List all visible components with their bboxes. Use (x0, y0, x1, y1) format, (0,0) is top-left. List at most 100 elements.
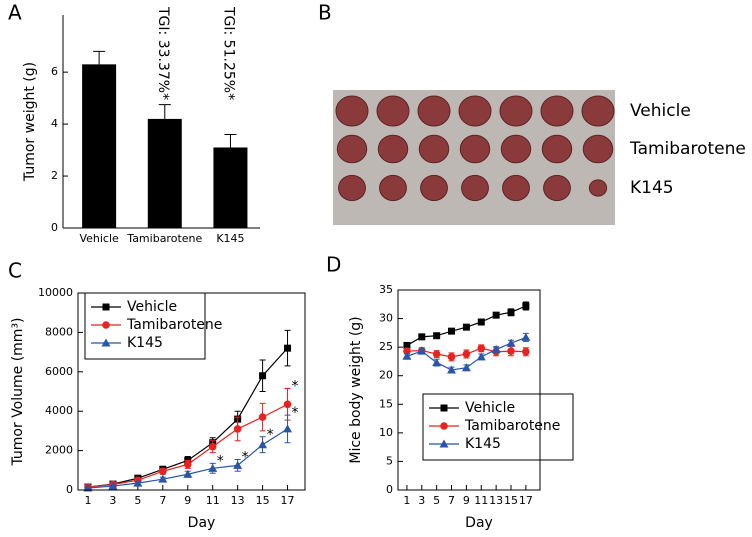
marker (492, 311, 500, 319)
tumor (582, 134, 614, 164)
panel-label: B (318, 1, 332, 25)
photo-label: K145 (630, 178, 674, 198)
legend-box (422, 393, 574, 461)
tumor (417, 95, 451, 127)
x-tick-label: 5 (433, 494, 440, 507)
y-axis-label: Tumor weight (g) (22, 62, 38, 182)
x-tick-label: 7 (448, 494, 455, 507)
x-tick-label: 13 (231, 494, 245, 507)
marker (108, 481, 118, 490)
x-tick-label: 1 (84, 494, 91, 507)
marker (133, 478, 143, 487)
error-bar (93, 50, 106, 65)
y-tick-label: 4 (51, 117, 58, 130)
marker (233, 425, 242, 433)
marker (158, 474, 168, 483)
x-tick-label: 1 (403, 494, 410, 507)
x-tick-label: 3 (418, 494, 425, 507)
legend-label: Tamibarotene (126, 317, 222, 333)
error-bar (224, 133, 237, 148)
panel-label: D (326, 253, 341, 277)
plot-frame (397, 289, 541, 491)
marker (447, 365, 457, 374)
marker (491, 344, 501, 353)
marker (506, 338, 516, 347)
marker (403, 341, 411, 349)
significance-mark: * (267, 427, 274, 443)
tumor (418, 134, 450, 164)
y-tick-label: 4000 (45, 404, 73, 417)
x-tick-label: 5 (134, 494, 141, 507)
marker (433, 332, 441, 340)
tumor (377, 134, 409, 164)
x-tick-label: 9 (463, 494, 470, 507)
marker (102, 321, 110, 329)
y-tick-label: 5 (386, 454, 393, 467)
y-tick-label: 6 (51, 65, 58, 78)
error-bar (158, 104, 171, 119)
x-tick-label: 17 (281, 494, 295, 507)
y-tick-label: 30 (379, 312, 393, 325)
marker (432, 350, 441, 358)
significance-mark: * (292, 405, 299, 421)
significance-mark: * (292, 379, 299, 395)
x-tick-label: 3 (109, 494, 116, 507)
annotation: TGI: 51.25%* (220, 6, 236, 100)
marker (418, 333, 426, 341)
marker (522, 302, 530, 310)
bar (147, 118, 182, 228)
marker (159, 467, 167, 476)
x-tick-label: 7 (159, 494, 166, 507)
y-axis-label: Tumor Volume (mm³) (10, 317, 26, 466)
marker (208, 463, 218, 472)
bar (82, 64, 117, 228)
marker (233, 460, 243, 469)
tumor (500, 134, 532, 164)
x-tick-label: 17 (519, 494, 533, 507)
marker (208, 442, 217, 451)
x-tick-label: 13 (489, 494, 503, 507)
marker (402, 351, 412, 360)
marker (101, 338, 111, 347)
y-tick-label: 10000 (38, 286, 73, 299)
tumor (338, 174, 366, 202)
tumor (540, 95, 574, 127)
y-axis-label: Mice body weight (g) (348, 316, 364, 463)
marker (258, 413, 267, 421)
y-tick-label: 0 (66, 483, 73, 496)
marker (522, 347, 530, 356)
tumor (541, 134, 573, 164)
y-tick-label: 20 (379, 369, 393, 382)
marker (284, 344, 292, 352)
marker (259, 372, 267, 380)
x-axis-label: Day (188, 515, 216, 531)
marker (477, 318, 485, 326)
marker (476, 352, 486, 361)
bar (213, 147, 248, 228)
marker (507, 347, 515, 355)
y-tick-label: 0 (386, 483, 393, 496)
marker (439, 439, 449, 448)
panel-label: A (8, 1, 22, 25)
legend-label: Vehicle (127, 299, 177, 315)
y-tick-label: 0 (51, 221, 58, 234)
tumor (335, 95, 369, 127)
legend-label: K145 (127, 335, 163, 351)
x-tick-label: 11 (206, 494, 220, 507)
photo-label: Vehicle (630, 101, 691, 121)
marker (432, 358, 442, 367)
photo-label: Tamibarotene (629, 139, 746, 159)
x-axis-label: Day (465, 515, 493, 531)
x-tick-label: 15 (504, 494, 518, 507)
marker (183, 460, 192, 469)
marker (183, 469, 193, 478)
y-tick-label: 35 (379, 283, 393, 296)
y-tick-label: 15 (379, 397, 393, 410)
tumor (458, 95, 492, 127)
significance-mark: * (217, 453, 224, 469)
marker (521, 332, 531, 341)
y-tick-label: 6000 (45, 365, 73, 378)
marker (102, 303, 110, 311)
tumor (502, 174, 530, 202)
